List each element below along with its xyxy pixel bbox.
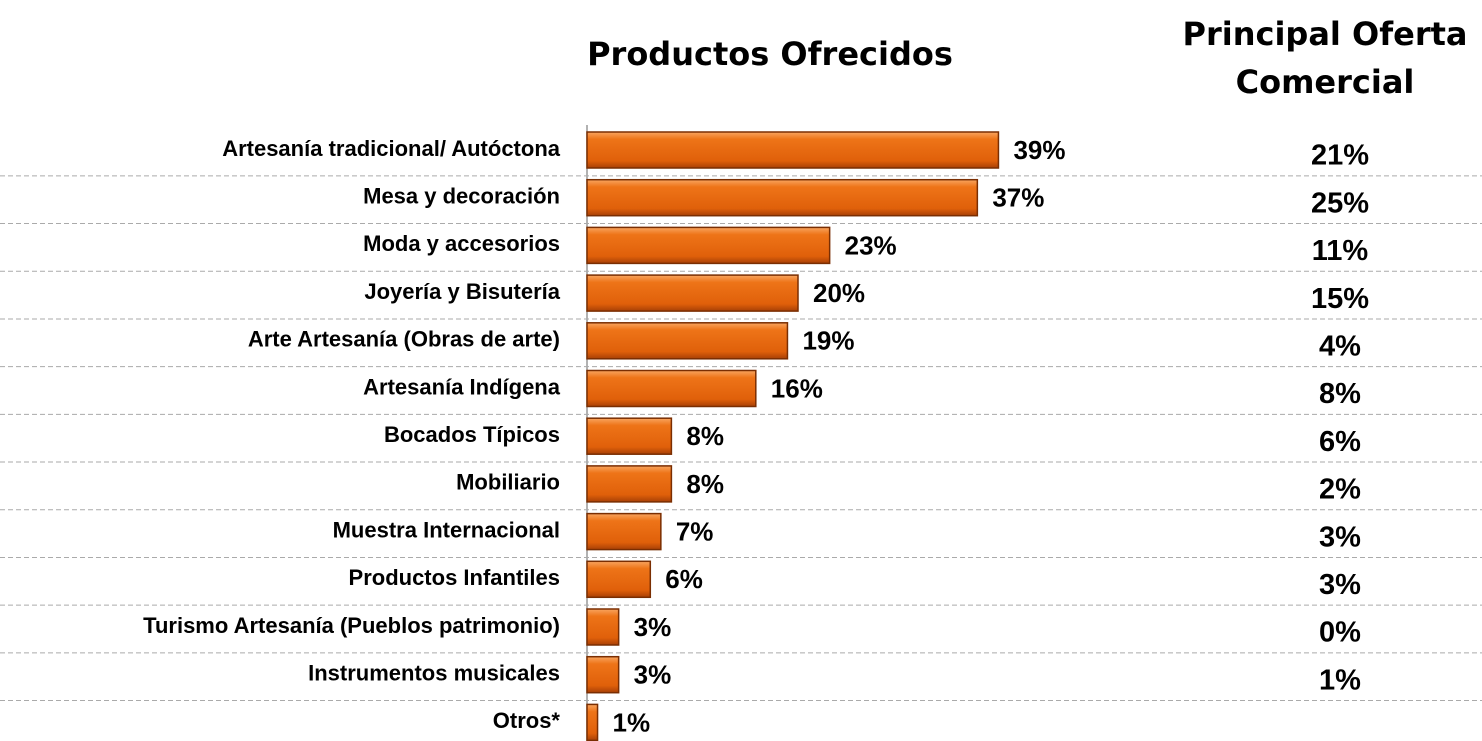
bar [586, 512, 662, 551]
bar [586, 560, 652, 599]
value-label: 7% [676, 516, 714, 546]
bar [586, 465, 673, 503]
value-label: 37% [992, 183, 1044, 213]
column-value: 3% [1319, 569, 1361, 601]
category-label: Joyería y Bisutería [364, 279, 560, 304]
column-value: 4% [1319, 330, 1361, 362]
category-label: Artesanía tradicional/ Autóctona [222, 136, 561, 161]
value-label: 20% [813, 278, 865, 308]
bar [586, 274, 799, 312]
value-label: 8% [686, 421, 724, 451]
column-value: 8% [1319, 378, 1361, 410]
column-value: 3% [1319, 521, 1361, 553]
category-label: Mobiliario [456, 470, 560, 495]
category-label: Turismo Artesanía (Pueblos patrimonio) [143, 613, 560, 638]
chart-title: Productos Ofrecidos [587, 35, 953, 73]
column-value: 21% [1311, 140, 1369, 172]
bar [586, 178, 979, 217]
column-value: 15% [1311, 283, 1369, 315]
value-label: 3% [634, 612, 672, 642]
value-label: 16% [771, 373, 823, 403]
category-label: Instrumentos musicales [308, 661, 560, 686]
category-label: Otros* [493, 708, 561, 733]
column-value: 1% [1319, 664, 1361, 696]
value-label: 19% [802, 326, 854, 356]
bar [586, 608, 620, 646]
category-label: Arte Artesanía (Obras de arte) [248, 327, 560, 352]
value-label: 39% [1013, 135, 1065, 165]
bar [586, 703, 599, 741]
bar [586, 322, 789, 360]
bar [586, 226, 831, 265]
bar [586, 131, 1000, 169]
bar [586, 655, 620, 694]
category-label: Productos Infantiles [349, 565, 560, 590]
category-label: Moda y accesorios [363, 231, 560, 256]
category-label: Mesa y decoración [363, 184, 560, 209]
column-title: Principal Oferta Comercial [1182, 15, 1468, 101]
column-value: 0% [1319, 617, 1361, 649]
column-value: 6% [1319, 426, 1361, 458]
bar [586, 369, 757, 408]
column-value: 11% [1312, 235, 1369, 267]
category-label: Artesanía Indígena [363, 374, 561, 399]
bar [586, 417, 673, 455]
category-label: Muestra Internacional [333, 517, 560, 542]
column-value: 25% [1311, 187, 1369, 219]
value-label: 6% [665, 564, 703, 594]
category-label: Bocados Típicos [384, 422, 560, 447]
value-label: 23% [845, 230, 897, 260]
value-label: 8% [686, 469, 724, 499]
value-label: 1% [613, 707, 651, 737]
column-value: 2% [1319, 474, 1361, 506]
value-label: 3% [634, 660, 672, 690]
